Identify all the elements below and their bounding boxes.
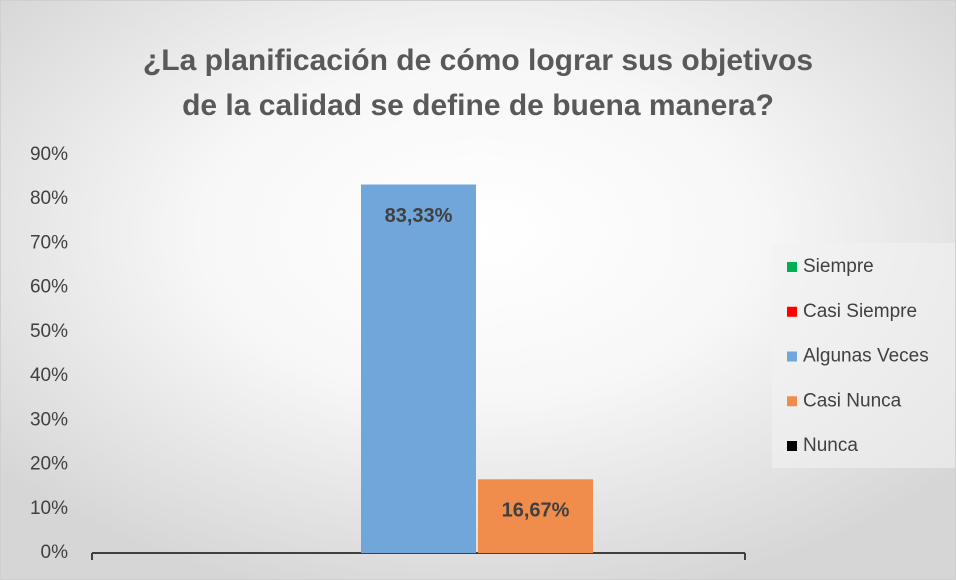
- data-label: 16,67%: [502, 500, 570, 522]
- legend-label: Casi Siempre: [803, 301, 917, 322]
- legend-swatch: [787, 306, 797, 317]
- bar: [478, 479, 593, 553]
- legend-label: Algunas Veces: [803, 346, 929, 367]
- y-tick-label: 80%: [30, 188, 68, 209]
- legend-swatch: [787, 351, 797, 362]
- legend-swatch: [787, 262, 797, 272]
- legend-label: Casi Nunca: [803, 390, 902, 411]
- bar: [361, 184, 476, 553]
- y-tick-label: 30%: [30, 409, 68, 430]
- legend-label: Nunca: [803, 435, 858, 456]
- y-tick-label: 20%: [30, 454, 68, 475]
- y-tick-label: 60%: [30, 277, 68, 298]
- data-label: 83,33%: [385, 205, 453, 227]
- y-tick-label: 70%: [30, 232, 68, 253]
- legend-swatch: [787, 396, 797, 407]
- legend-box: [772, 243, 955, 468]
- legend-swatch: [787, 441, 797, 451]
- legend-label: Siempre: [803, 256, 874, 277]
- y-tick-label: 90%: [30, 144, 68, 165]
- y-tick-label: 40%: [30, 365, 68, 386]
- y-tick-label: 0%: [41, 542, 69, 563]
- chart-title: ¿La planificación de cómo lograr sus obj…: [143, 44, 813, 122]
- y-tick-label: 50%: [30, 321, 68, 342]
- y-tick-label: 10%: [30, 498, 68, 519]
